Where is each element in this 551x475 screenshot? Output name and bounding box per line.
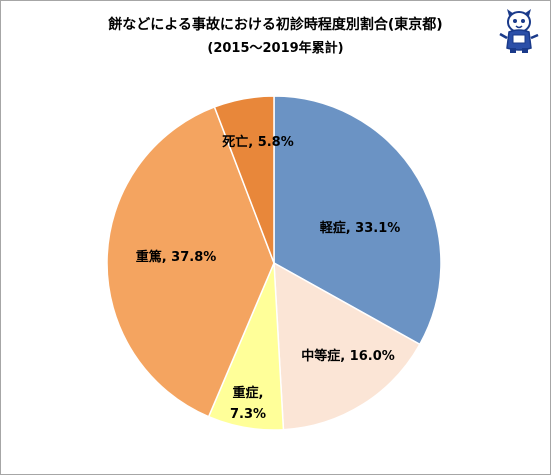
slice-moderate bbox=[273, 261, 421, 431]
chart-title: 餅などによる事故における初診時程度別割合(東京都) bbox=[108, 17, 443, 33]
chart-subtitle: (2015～2019年累計) bbox=[207, 41, 344, 56]
data-label-severe-line1: 重症, bbox=[233, 385, 264, 401]
data-label-death: 死亡, 5.8% bbox=[222, 134, 294, 150]
data-label-mild: 軽症, 33.1% bbox=[320, 220, 401, 236]
data-label-critical: 重篤, 37.8% bbox=[136, 249, 217, 265]
data-label-severe-line2: 7.3% bbox=[230, 407, 266, 422]
mascot-logo-icon bbox=[499, 9, 539, 53]
slice-death bbox=[213, 95, 275, 264]
slice-critical bbox=[106, 106, 275, 418]
slice-mild bbox=[273, 95, 442, 346]
data-label-moderate: 中等症, 16.0% bbox=[301, 348, 395, 364]
